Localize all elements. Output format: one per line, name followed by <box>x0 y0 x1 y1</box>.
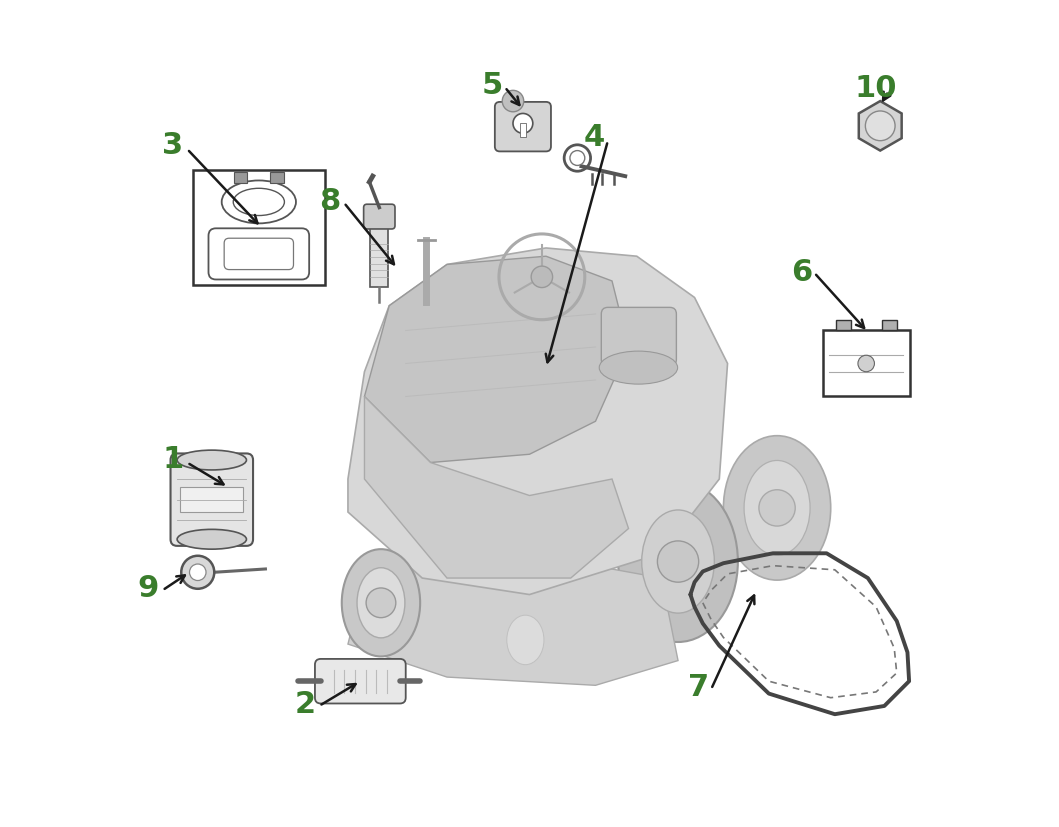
Polygon shape <box>348 562 678 686</box>
Text: 1: 1 <box>162 444 183 473</box>
Ellipse shape <box>177 530 247 549</box>
Bar <box>270 173 284 184</box>
Bar <box>882 320 897 331</box>
Text: 7: 7 <box>688 672 710 701</box>
Ellipse shape <box>723 436 830 581</box>
FancyBboxPatch shape <box>315 659 406 704</box>
FancyBboxPatch shape <box>363 205 395 230</box>
Polygon shape <box>348 249 728 595</box>
Text: 9: 9 <box>138 574 159 603</box>
FancyBboxPatch shape <box>602 308 677 366</box>
Ellipse shape <box>642 510 715 614</box>
Circle shape <box>513 114 533 134</box>
Circle shape <box>858 356 875 372</box>
Ellipse shape <box>221 181 295 224</box>
Text: 5: 5 <box>482 71 503 100</box>
Ellipse shape <box>744 461 810 556</box>
Bar <box>371 223 389 288</box>
Text: 8: 8 <box>319 186 340 215</box>
Text: 10: 10 <box>855 74 897 103</box>
Text: 6: 6 <box>791 257 812 286</box>
Circle shape <box>570 151 585 166</box>
FancyBboxPatch shape <box>495 103 551 152</box>
FancyBboxPatch shape <box>225 239 293 270</box>
Ellipse shape <box>233 189 285 217</box>
Ellipse shape <box>342 549 420 657</box>
Ellipse shape <box>177 451 247 471</box>
Polygon shape <box>859 102 901 151</box>
Bar <box>193 170 325 286</box>
Text: 2: 2 <box>294 689 316 718</box>
Text: 3: 3 <box>162 131 183 160</box>
Bar <box>180 488 244 513</box>
Circle shape <box>532 267 553 289</box>
Text: 4: 4 <box>584 123 605 152</box>
FancyBboxPatch shape <box>209 229 309 280</box>
Bar <box>520 123 526 138</box>
Circle shape <box>865 112 895 141</box>
Circle shape <box>502 91 524 112</box>
FancyBboxPatch shape <box>170 454 253 546</box>
Circle shape <box>190 564 207 581</box>
Ellipse shape <box>507 615 544 665</box>
Ellipse shape <box>618 481 738 643</box>
Circle shape <box>759 490 795 527</box>
Polygon shape <box>364 397 629 578</box>
Circle shape <box>658 541 699 582</box>
Ellipse shape <box>495 601 556 679</box>
Bar <box>823 331 910 397</box>
Circle shape <box>366 588 396 618</box>
Ellipse shape <box>599 351 678 385</box>
Polygon shape <box>364 257 629 463</box>
Bar <box>836 320 850 331</box>
Circle shape <box>181 556 214 589</box>
Ellipse shape <box>357 568 405 638</box>
Bar <box>234 173 247 184</box>
